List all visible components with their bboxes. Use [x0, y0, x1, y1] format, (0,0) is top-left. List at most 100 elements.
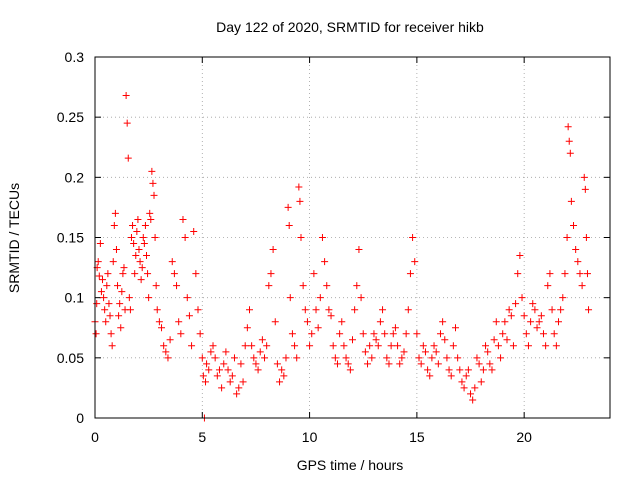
data-point	[509, 342, 517, 350]
data-point	[314, 324, 322, 332]
data-point	[140, 240, 148, 248]
data-point	[185, 312, 193, 320]
data-point	[430, 342, 438, 350]
data-point	[132, 252, 140, 260]
data-point	[497, 354, 505, 362]
data-point	[109, 258, 117, 266]
data-point	[273, 360, 281, 368]
data-point	[100, 294, 108, 302]
data-point	[329, 342, 337, 350]
data-point	[323, 282, 331, 290]
data-point	[207, 348, 215, 356]
data-point	[456, 366, 464, 374]
data-point	[566, 149, 574, 157]
data-point	[355, 246, 363, 254]
data-point	[166, 336, 174, 344]
data-point	[452, 324, 459, 332]
data-point	[162, 348, 170, 356]
data-point	[153, 306, 161, 314]
data-point	[564, 123, 572, 131]
data-point	[389, 330, 397, 338]
data-point	[421, 348, 429, 356]
data-point	[520, 312, 528, 320]
data-point	[158, 324, 166, 332]
data-point	[559, 294, 567, 302]
grid	[95, 57, 610, 418]
data-point	[271, 318, 279, 326]
data-point	[436, 330, 444, 338]
data-point	[428, 354, 436, 362]
y-tick-label: 0.2	[65, 169, 85, 185]
data-point	[321, 258, 329, 266]
data-point	[269, 246, 277, 254]
data-point	[116, 300, 124, 308]
data-point	[102, 318, 110, 326]
data-point	[565, 137, 573, 145]
data-point	[288, 330, 296, 338]
data-point	[417, 360, 425, 368]
data-point	[138, 264, 146, 272]
data-point	[542, 342, 550, 350]
data-point	[215, 366, 223, 374]
data-point	[535, 318, 543, 326]
data-point	[336, 330, 344, 338]
data-point	[518, 294, 526, 302]
data-point	[296, 197, 304, 205]
x-axis-label: GPS time / hours	[297, 457, 404, 473]
data-point	[529, 300, 537, 308]
data-point	[295, 183, 303, 191]
data-point	[139, 234, 147, 241]
data-point	[557, 306, 565, 314]
data-point	[293, 354, 301, 362]
data-point	[316, 294, 324, 302]
data-point	[462, 372, 470, 380]
data-point	[327, 312, 335, 320]
data-point	[524, 342, 532, 350]
data-point	[424, 366, 432, 374]
data-point	[183, 294, 191, 302]
data-point	[342, 354, 350, 362]
data-point	[114, 282, 122, 290]
data-point	[170, 270, 178, 278]
data-point	[353, 282, 361, 290]
data-point	[175, 318, 183, 326]
data-point	[137, 276, 145, 284]
data-point	[112, 246, 120, 254]
data-point	[503, 336, 511, 344]
data-point	[366, 342, 374, 350]
data-point	[241, 342, 249, 350]
data-point	[278, 366, 286, 374]
data-point	[106, 312, 114, 320]
data-point	[202, 378, 210, 386]
data-point	[117, 324, 125, 332]
data-point	[177, 330, 185, 338]
data-point	[235, 384, 243, 392]
data-point	[150, 191, 158, 199]
data-point	[280, 372, 288, 380]
data-point	[544, 282, 552, 290]
data-point	[199, 372, 207, 380]
data-point	[284, 203, 292, 211]
data-point	[578, 282, 586, 290]
data-point	[168, 258, 176, 266]
x-tick-label: 0	[91, 429, 99, 445]
data-point	[413, 330, 421, 338]
data-point	[239, 378, 247, 386]
data-point	[550, 330, 558, 338]
data-point	[145, 294, 153, 302]
data-point	[92, 330, 100, 338]
data-point	[527, 318, 535, 326]
data-point	[246, 306, 253, 314]
data-point	[583, 270, 591, 278]
data-point	[312, 306, 320, 314]
y-axis-label: SRMTID / TECUs	[6, 183, 22, 293]
data-point	[404, 306, 412, 314]
data-point	[512, 300, 520, 308]
data-point	[230, 354, 238, 362]
data-point	[96, 240, 104, 248]
data-point	[130, 240, 138, 248]
data-point	[179, 215, 187, 223]
data-point	[135, 246, 143, 254]
chart-title: Day 122 of 2020, SRMTID for receiver hik…	[216, 19, 484, 35]
